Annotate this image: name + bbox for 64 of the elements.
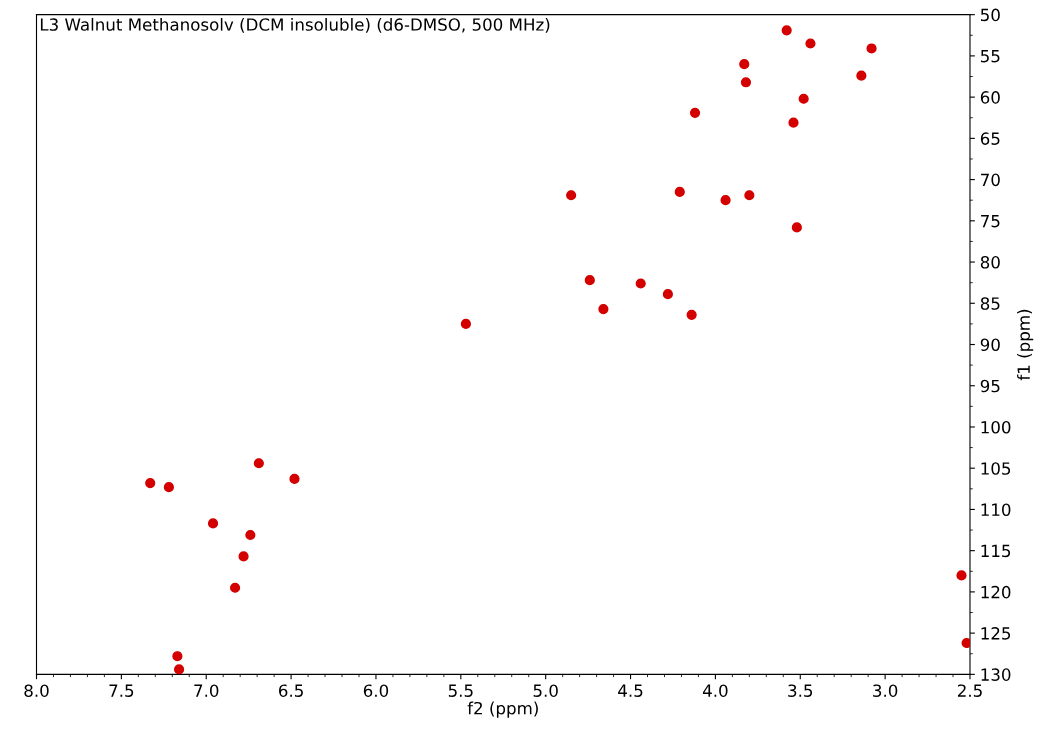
x-tick-label: 5.0 (533, 684, 558, 697)
point (856, 70, 867, 81)
y-tick-label: 115 (981, 544, 1011, 558)
point (788, 117, 799, 128)
x-tick-label: 4.0 (702, 684, 728, 697)
x-tick-label: 6.5 (279, 684, 303, 697)
x-tick-label: 7.5 (109, 684, 134, 697)
point (744, 190, 755, 201)
point (798, 93, 809, 104)
point (173, 664, 185, 675)
y-tick-label: 75 (981, 215, 1000, 228)
point (289, 473, 300, 485)
point (961, 637, 970, 649)
y-tick-label: 65 (980, 132, 1000, 145)
point (238, 551, 249, 562)
x-tick-label: 4.5 (618, 684, 643, 697)
x-tick-label: 7.0 (194, 684, 219, 697)
y-tick-label: 70 (981, 173, 1000, 187)
x-tick-label: 3.0 (873, 684, 898, 697)
y-tick-label: 125 (981, 627, 1011, 640)
chart-title: L3 Walnut Methanosolv (DCM insoluble) (d6-DMSO, 500 MHz) (40, 17, 550, 33)
y-tick-label: 80 (980, 256, 1000, 269)
x-tick-label: 5.5 (448, 684, 473, 697)
y-tick-label: 120 (981, 585, 1011, 599)
point (460, 318, 471, 329)
point (791, 222, 802, 233)
point (662, 289, 673, 300)
point (245, 529, 256, 541)
y-tick-label: 50 (981, 8, 1000, 22)
point (145, 477, 156, 489)
point (163, 482, 174, 493)
point (740, 77, 752, 88)
point (674, 186, 685, 198)
x-axis-title: f2 (ppm) (467, 701, 538, 718)
point (253, 458, 264, 469)
x-tick-label: 3.5 (788, 684, 813, 697)
point (598, 303, 609, 315)
point (229, 582, 241, 593)
point (956, 570, 967, 581)
y-tick-label: 90 (980, 338, 1000, 352)
y-tick-label: 100 (981, 420, 1011, 434)
y-axis-title: f1 (ppm) (1017, 309, 1034, 381)
x-tick-label: 6.0 (363, 684, 389, 697)
y-tick-label: 60 (980, 91, 1000, 104)
point (781, 25, 792, 36)
point (566, 190, 577, 201)
point (689, 107, 701, 118)
point (584, 275, 595, 286)
point (172, 651, 183, 662)
y-tick-label: 85 (980, 297, 1000, 310)
point (866, 43, 877, 54)
point (805, 38, 816, 49)
point (686, 309, 697, 320)
y-tick-label: 110 (981, 503, 1011, 516)
point (739, 59, 750, 70)
point (635, 278, 646, 289)
point (207, 518, 219, 529)
point (720, 195, 731, 206)
y-tick-label: 130 (981, 668, 1011, 681)
y-tick-label: 55 (981, 50, 1000, 63)
x-tick-label: 8.0 (24, 684, 49, 697)
y-tick-label: 95 (980, 379, 1000, 393)
x-tick-label: 2.5 (957, 684, 982, 697)
y-tick-label: 105 (981, 462, 1011, 475)
